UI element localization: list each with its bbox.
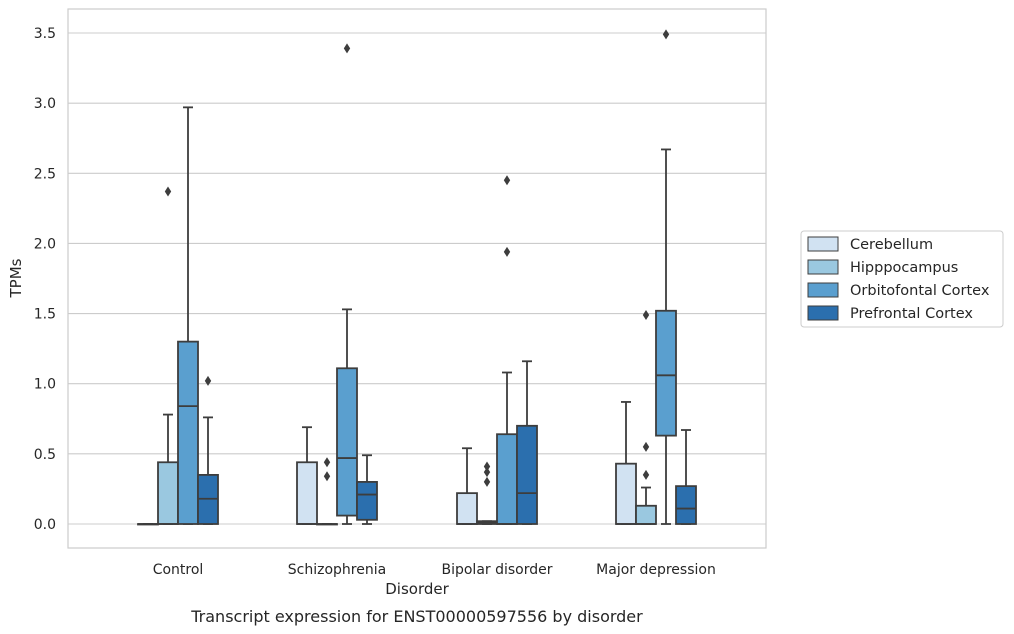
box — [296, 461, 318, 525]
outlier-point — [483, 461, 491, 472]
box-group — [177, 106, 199, 525]
box-group — [157, 186, 179, 525]
box-group — [356, 454, 378, 525]
y-tick-label: 3.5 — [34, 26, 56, 42]
box-group — [655, 29, 677, 525]
outlier-point — [343, 43, 351, 54]
legend-label: Hipppocampus — [850, 260, 958, 276]
y-tick-label: 1.0 — [34, 377, 56, 393]
outlier-point — [642, 469, 650, 480]
outlier-point — [483, 467, 491, 478]
y-tick-label: 0.0 — [34, 517, 56, 533]
x-tick-label: Schizophrenia — [288, 562, 386, 578]
outlier-point — [503, 246, 511, 257]
x-tick-label: Major depression — [596, 562, 716, 578]
legend-label: Cerebellum — [850, 237, 933, 253]
y-tick-labels: 0.0 0.5 1.0 1.5 2.0 2.5 3.0 3.5 — [34, 26, 56, 533]
outlier-point — [323, 457, 331, 468]
box-group — [137, 523, 159, 526]
box-group — [296, 426, 318, 525]
legend-label: Prefrontal Cortex — [850, 306, 973, 322]
box — [456, 492, 478, 525]
outlier-point — [483, 476, 491, 487]
figure-caption: Transcript expression for ENST0000059755… — [190, 607, 643, 626]
y-tick-label: 1.5 — [34, 307, 56, 323]
box-group — [496, 175, 518, 525]
box-group — [635, 309, 657, 525]
box — [157, 461, 179, 525]
box — [177, 340, 199, 525]
outlier-point — [503, 175, 511, 186]
y-tick-label: 2.0 — [34, 236, 56, 252]
box — [615, 462, 637, 525]
box-group — [197, 375, 219, 525]
legend-frame — [800, 230, 1004, 328]
legend-swatch — [807, 236, 839, 252]
box-group — [476, 461, 498, 525]
box-group — [615, 401, 637, 525]
box-group — [316, 457, 338, 526]
box — [516, 424, 538, 525]
box-groups — [137, 29, 697, 526]
plot-frame — [67, 8, 767, 549]
x-tick-labels: Control Schizophrenia Bipolar disorder Majo… — [153, 562, 716, 578]
box — [655, 309, 677, 437]
outlier-point — [164, 186, 172, 197]
outlier-point — [323, 471, 331, 482]
x-axis-label: Disorder — [385, 580, 449, 598]
box-group — [336, 43, 358, 525]
y-tick-label: 3.0 — [34, 96, 56, 112]
outlier-point — [204, 375, 212, 386]
legend-swatch — [807, 259, 839, 275]
y-tick-label: 2.5 — [34, 166, 56, 182]
box — [496, 433, 518, 525]
outlier-point — [642, 441, 650, 452]
box — [356, 481, 378, 521]
box — [635, 504, 657, 525]
box-group — [675, 429, 697, 525]
box — [336, 367, 358, 517]
legend: Cerebellum Hipppocampus Orbitofontal Corte… — [800, 230, 1004, 328]
box-group — [516, 360, 538, 525]
outlier-point — [642, 309, 650, 320]
legend-label: Orbitofontal Cortex — [850, 283, 990, 299]
legend-swatch — [807, 282, 839, 298]
box — [675, 485, 697, 525]
y-axis-label: TPMs — [7, 258, 25, 298]
legend-swatch — [807, 305, 839, 321]
box-group — [456, 447, 478, 525]
y-tick-label: 0.5 — [34, 447, 56, 463]
x-tick-label: Bipolar disorder — [441, 562, 552, 578]
gridlines — [68, 32, 766, 525]
x-tick-label: Control — [153, 562, 204, 578]
outlier-point — [662, 29, 670, 40]
